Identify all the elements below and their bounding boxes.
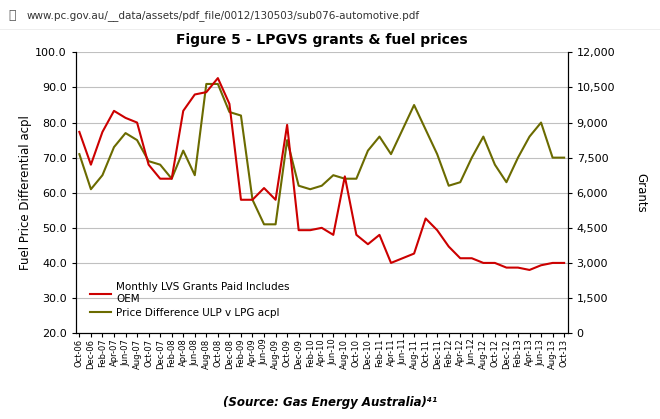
Price Difference ULP v LPG acpl [376,134,383,139]
Monthly LVS Grants Paid Includes
OEM [75,129,83,134]
Price Difference ULP v LPG acpl [75,152,83,157]
Legend: Monthly LVS Grants Paid Includes
OEM, Price Difference ULP v LPG acpl: Monthly LVS Grants Paid Includes OEM, Pr… [86,278,294,322]
Monthly LVS Grants Paid Includes
OEM [491,260,499,266]
Monthly LVS Grants Paid Includes
OEM [145,162,152,167]
Price Difference ULP v LPG acpl [180,148,187,153]
Line: Monthly LVS Grants Paid Includes
OEM: Monthly LVS Grants Paid Includes OEM [79,78,564,270]
Price Difference ULP v LPG acpl [295,183,303,188]
Price Difference ULP v LPG acpl [502,180,510,185]
Price Difference ULP v LPG acpl [329,173,337,178]
Monthly LVS Grants Paid Includes
OEM [399,256,407,261]
Price Difference ULP v LPG acpl [387,152,395,157]
Monthly LVS Grants Paid Includes
OEM [249,197,257,202]
Monthly LVS Grants Paid Includes
OEM [548,260,556,266]
Monthly LVS Grants Paid Includes
OEM [191,92,199,97]
Monthly LVS Grants Paid Includes
OEM [98,129,106,134]
Monthly LVS Grants Paid Includes
OEM [537,263,545,268]
Price Difference ULP v LPG acpl [191,173,199,178]
Price Difference ULP v LPG acpl [468,155,476,160]
Price Difference ULP v LPG acpl [456,180,464,185]
Monthly LVS Grants Paid Includes
OEM [295,228,303,233]
Price Difference ULP v LPG acpl [306,187,314,192]
Price Difference ULP v LPG acpl [226,109,234,114]
Monthly LVS Grants Paid Includes
OEM [525,267,533,272]
Y-axis label: Grants: Grants [635,173,647,212]
Monthly LVS Grants Paid Includes
OEM [168,176,176,181]
Title: Figure 5 - LPGVS grants & fuel prices: Figure 5 - LPGVS grants & fuel prices [176,33,467,47]
Price Difference ULP v LPG acpl [479,134,487,139]
Monthly LVS Grants Paid Includes
OEM [560,260,568,266]
Monthly LVS Grants Paid Includes
OEM [237,197,245,202]
Line: Price Difference ULP v LPG acpl: Price Difference ULP v LPG acpl [79,84,564,224]
Monthly LVS Grants Paid Includes
OEM [260,186,268,191]
Monthly LVS Grants Paid Includes
OEM [502,265,510,270]
Monthly LVS Grants Paid Includes
OEM [468,256,476,261]
Price Difference ULP v LPG acpl [445,183,453,188]
Price Difference ULP v LPG acpl [364,148,372,153]
Monthly LVS Grants Paid Includes
OEM [306,228,314,233]
Monthly LVS Grants Paid Includes
OEM [514,265,522,270]
Monthly LVS Grants Paid Includes
OEM [341,174,348,179]
Price Difference ULP v LPG acpl [283,137,291,142]
Monthly LVS Grants Paid Includes
OEM [318,225,326,230]
Price Difference ULP v LPG acpl [98,173,106,178]
Price Difference ULP v LPG acpl [237,113,245,118]
Monthly LVS Grants Paid Includes
OEM [133,120,141,125]
Monthly LVS Grants Paid Includes
OEM [180,109,187,114]
Price Difference ULP v LPG acpl [352,176,360,181]
Monthly LVS Grants Paid Includes
OEM [422,216,430,221]
Price Difference ULP v LPG acpl [525,134,533,139]
Monthly LVS Grants Paid Includes
OEM [156,176,164,181]
Price Difference ULP v LPG acpl [249,197,257,202]
Price Difference ULP v LPG acpl [214,81,222,86]
Price Difference ULP v LPG acpl [560,155,568,160]
Price Difference ULP v LPG acpl [168,176,176,181]
Monthly LVS Grants Paid Includes
OEM [329,232,337,237]
Price Difference ULP v LPG acpl [121,131,129,136]
Monthly LVS Grants Paid Includes
OEM [87,162,95,167]
Price Difference ULP v LPG acpl [537,120,545,125]
Price Difference ULP v LPG acpl [156,162,164,167]
Price Difference ULP v LPG acpl [87,187,95,192]
Price Difference ULP v LPG acpl [272,222,280,227]
Price Difference ULP v LPG acpl [433,152,441,157]
Price Difference ULP v LPG acpl [422,127,430,132]
Monthly LVS Grants Paid Includes
OEM [272,197,280,202]
Monthly LVS Grants Paid Includes
OEM [479,260,487,266]
Monthly LVS Grants Paid Includes
OEM [410,251,418,256]
Price Difference ULP v LPG acpl [145,159,152,164]
Monthly LVS Grants Paid Includes
OEM [387,260,395,266]
Monthly LVS Grants Paid Includes
OEM [433,228,441,233]
Price Difference ULP v LPG acpl [203,81,211,86]
Price Difference ULP v LPG acpl [133,137,141,142]
Price Difference ULP v LPG acpl [110,145,118,150]
Price Difference ULP v LPG acpl [548,155,556,160]
Monthly LVS Grants Paid Includes
OEM [456,256,464,261]
Y-axis label: Fuel Price Differential acpl: Fuel Price Differential acpl [19,115,32,270]
Price Difference ULP v LPG acpl [399,127,407,132]
Price Difference ULP v LPG acpl [410,103,418,108]
Price Difference ULP v LPG acpl [341,176,348,181]
Monthly LVS Grants Paid Includes
OEM [352,232,360,237]
Monthly LVS Grants Paid Includes
OEM [364,242,372,247]
Monthly LVS Grants Paid Includes
OEM [376,232,383,237]
Monthly LVS Grants Paid Includes
OEM [283,122,291,127]
Text: (Source: Gas Energy Australia)⁴¹: (Source: Gas Energy Australia)⁴¹ [223,396,437,409]
Monthly LVS Grants Paid Includes
OEM [121,115,129,120]
Monthly LVS Grants Paid Includes
OEM [214,75,222,80]
Monthly LVS Grants Paid Includes
OEM [110,109,118,114]
Monthly LVS Grants Paid Includes
OEM [203,90,211,95]
Price Difference ULP v LPG acpl [260,222,268,227]
Price Difference ULP v LPG acpl [514,155,522,160]
Price Difference ULP v LPG acpl [318,183,326,188]
Text: ⎘: ⎘ [8,9,15,22]
Text: www.pc.gov.au/__data/assets/pdf_file/0012/130503/sub076-automotive.pdf: www.pc.gov.au/__data/assets/pdf_file/001… [26,10,420,21]
Price Difference ULP v LPG acpl [491,162,499,167]
Monthly LVS Grants Paid Includes
OEM [445,244,453,249]
Monthly LVS Grants Paid Includes
OEM [226,101,234,106]
